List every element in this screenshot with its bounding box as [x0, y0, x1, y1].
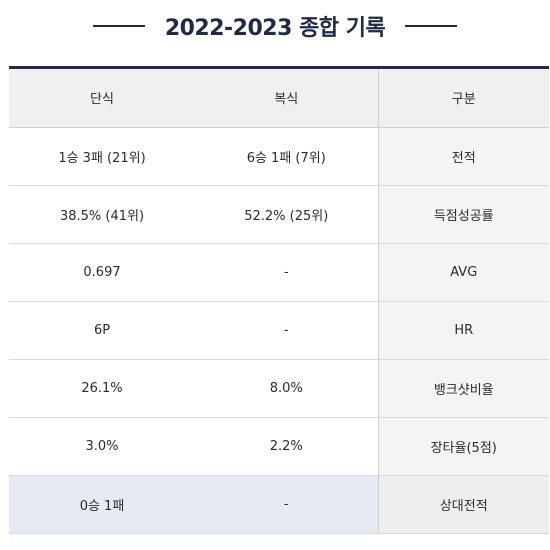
cell-singles: 0.697: [9, 243, 195, 302]
table-row: 26.1% 8.0% 뱅크샷비율: [9, 359, 549, 418]
record-table: 단식 복식 구분 1승 3패 (21위) 6승 1패 (7위) 전적 38.5%…: [9, 69, 549, 534]
record-table-container: 단식 복식 구분 1승 3패 (21위) 6승 1패 (7위) 전적 38.5%…: [9, 66, 549, 534]
cell-label: HR: [377, 301, 549, 360]
header-doubles: 복식: [195, 69, 378, 128]
table-row: 0.697 - AVG: [9, 243, 549, 302]
cell-singles: 26.1%: [9, 359, 195, 418]
cell-doubles: 6승 1패 (7위): [195, 127, 378, 186]
cell-label: AVG: [377, 243, 549, 302]
cell-singles: 6P: [9, 301, 195, 360]
cell-doubles: -: [195, 475, 378, 534]
table-row: 1승 3패 (21위) 6승 1패 (7위) 전적: [9, 127, 549, 186]
section-title-bar: 2022-2023 종합 기록: [0, 0, 550, 52]
cell-singles: 38.5% (41위): [9, 185, 195, 244]
header-row: 단식 복식 구분: [9, 69, 549, 128]
cell-doubles: 8.0%: [195, 359, 378, 418]
cell-singles: 3.0%: [9, 417, 195, 476]
cell-label: 득점성공률: [377, 185, 549, 244]
title-left-line: [92, 25, 145, 27]
cell-label: 장타율(5점): [377, 417, 549, 476]
cell-label: 전적: [377, 127, 549, 186]
table-row: 6P - HR: [9, 301, 549, 360]
cell-label: 상대전적: [377, 475, 549, 534]
table-row: 38.5% (41위) 52.2% (25위) 득점성공률: [9, 185, 549, 244]
title-right-line: [405, 25, 458, 27]
cell-doubles: -: [195, 243, 378, 302]
table-body: 1승 3패 (21위) 6승 1패 (7위) 전적 38.5% (41위) 52…: [9, 127, 549, 534]
cell-singles: 1승 3패 (21위): [9, 127, 195, 186]
table-row: 3.0% 2.2% 장타율(5점): [9, 417, 549, 476]
table-header: 단식 복식 구분: [9, 69, 549, 128]
page-title: 2022-2023 종합 기록: [164, 16, 386, 41]
header-category: 구분: [377, 69, 549, 128]
header-singles: 단식: [9, 69, 195, 128]
cell-singles: 0승 1패: [9, 475, 195, 534]
cell-doubles: 2.2%: [195, 417, 378, 476]
table-row: 0승 1패 - 상대전적: [9, 475, 549, 534]
cell-doubles: 52.2% (25위): [195, 185, 378, 244]
cell-doubles: -: [195, 301, 378, 360]
cell-label: 뱅크샷비율: [377, 359, 549, 418]
